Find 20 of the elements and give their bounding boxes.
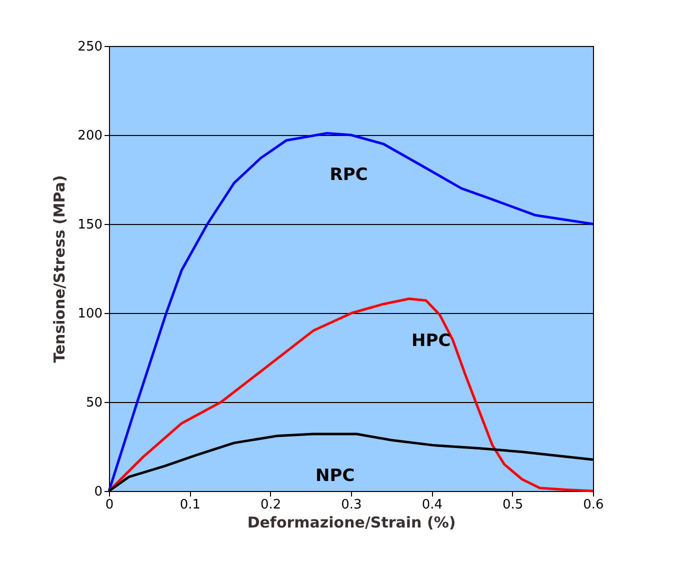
- y-tick-label: 100: [78, 306, 102, 322]
- x-tick-label: 0.5: [502, 498, 524, 512]
- x-tick-label: 0.3: [341, 498, 362, 512]
- x-tick-label: 0: [105, 498, 114, 512]
- y-tick-label: 150: [78, 218, 102, 232]
- y-tick-label: 200: [78, 128, 102, 144]
- line-series: [108, 132, 594, 492]
- series-label: RPC: [330, 165, 368, 186]
- line-series: [108, 298, 594, 492]
- series-label: NPC: [316, 466, 355, 486]
- x-axis-title: Deformazione/Strain (%): [247, 514, 456, 532]
- x-tick-label: 0.6: [583, 498, 604, 512]
- y-tick-label: 0: [94, 484, 102, 500]
- y-axis-title: Tensione/Stress (MPa): [50, 175, 69, 363]
- series-label: HPC: [411, 330, 451, 351]
- x-tick-label: 0.4: [422, 498, 443, 512]
- y-tick-label: 250: [78, 40, 102, 54]
- x-tick-label: 0.1: [180, 498, 201, 512]
- x-tick-label: 0.2: [260, 498, 282, 512]
- y-tick-label: 50: [86, 396, 102, 410]
